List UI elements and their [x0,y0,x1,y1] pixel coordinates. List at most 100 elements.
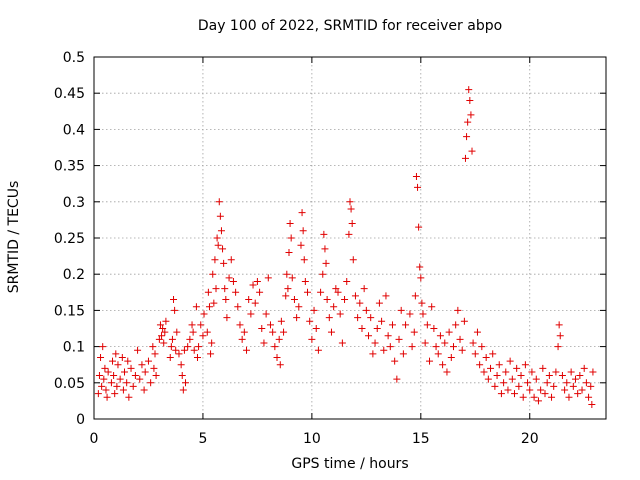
data-point [288,274,296,282]
data-point [162,317,170,325]
data-point [555,321,563,329]
data-point [95,372,103,380]
data-point [175,350,183,358]
data-point [388,321,396,329]
data-point [495,361,503,369]
data-points [94,86,597,409]
data-point [155,335,163,343]
data-point [266,321,274,329]
data-point [298,209,306,217]
data-point [419,310,427,318]
data-point [276,361,284,369]
data-point [114,361,122,369]
data-point [125,393,133,401]
data-point [304,288,312,296]
data-point [119,386,127,394]
data-point [362,306,370,314]
data-point [467,111,475,119]
data-point [170,296,178,304]
y-tick-label: 0.45 [54,86,85,102]
data-point [386,343,394,351]
data-point [325,314,333,322]
data-point [517,372,525,380]
data-point [112,350,120,358]
data-point [421,339,429,347]
data-point [434,350,442,358]
data-point [471,350,479,358]
data-point [461,154,469,162]
data-point [484,375,492,383]
data-point [436,332,444,340]
data-point [208,339,216,347]
data-point [220,259,228,267]
data-point [371,339,379,347]
data-point [102,386,110,394]
data-point [322,259,330,267]
data-point [213,234,221,242]
data-point [211,256,219,264]
data-point [156,321,164,329]
data-point [418,299,426,307]
data-point [275,335,283,343]
data-point [182,379,190,387]
data-point [567,368,575,376]
data-point [358,325,366,332]
data-point [262,310,270,318]
data-point [179,386,187,394]
data-point [295,303,303,311]
data-point [103,393,111,401]
data-point [215,198,223,206]
data-point [561,386,569,394]
data-point [550,382,558,390]
data-point [277,317,285,325]
data-point [578,386,586,394]
plot-frame [93,56,607,420]
data-point [441,339,449,347]
y-tick-label: 0.3 [63,195,85,211]
data-point [515,382,523,390]
data-point [510,390,518,398]
data-point [300,256,308,264]
data-point [111,390,119,398]
data-point [310,306,318,314]
data-point [497,390,505,398]
data-point [109,357,117,365]
data-point [473,328,481,336]
data-point [504,386,512,394]
data-point [402,321,410,329]
y-tick-label: 0.4 [63,122,85,138]
data-point [199,332,207,340]
data-point [369,350,377,358]
data-point [197,321,205,329]
data-point [284,285,292,293]
data-point [134,346,142,354]
data-point [282,292,290,300]
data-point [240,328,248,336]
data-point [258,325,266,332]
data-point [582,379,590,387]
data-point [489,350,497,358]
data-point [160,339,168,347]
data-point [513,364,521,372]
data-point [236,321,244,329]
data-point [443,368,451,376]
data-point [576,372,584,380]
data-point [161,328,169,336]
data-point [589,368,597,376]
data-point [209,270,217,278]
data-point [141,368,149,376]
data-point [280,328,288,336]
y-tick-label: 0.35 [54,159,85,175]
data-point [580,364,588,372]
data-point [447,353,455,361]
data-point [184,343,192,351]
data-point [144,357,152,365]
data-point [532,375,540,383]
data-point [210,299,218,307]
data-point [356,299,364,307]
data-point [293,314,301,322]
data-point [395,335,403,343]
data-point [416,263,424,271]
data-point [563,379,571,387]
data-point [382,292,390,300]
